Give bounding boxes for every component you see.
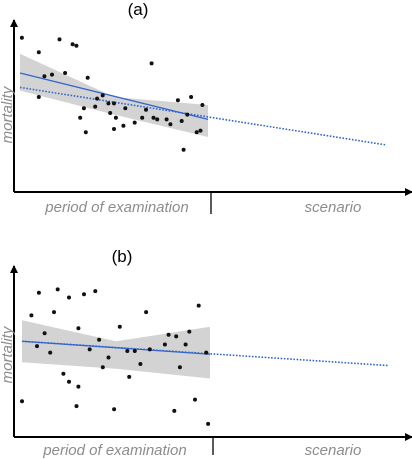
data-point-b bbox=[196, 303, 201, 308]
data-point-b bbox=[117, 324, 122, 329]
data-point-b bbox=[193, 397, 197, 402]
data-point-a bbox=[63, 71, 68, 75]
data-point-b bbox=[204, 350, 209, 355]
data-point-b bbox=[35, 344, 39, 349]
data-point-b bbox=[36, 290, 41, 295]
scenario-extrapolation-a bbox=[19, 86, 387, 146]
data-point-b bbox=[138, 362, 143, 366]
data-point-b bbox=[100, 365, 105, 370]
panel-label-a: (a) bbox=[128, 0, 149, 19]
data-point-b bbox=[172, 408, 177, 413]
data-point-b bbox=[20, 399, 24, 404]
data-point-a bbox=[112, 101, 116, 106]
data-point-b bbox=[55, 287, 60, 292]
data-point-a bbox=[194, 130, 199, 135]
data-point-a bbox=[83, 130, 88, 135]
data-point-b bbox=[67, 379, 71, 384]
panel-label-b: (b) bbox=[112, 247, 133, 266]
data-point-b bbox=[125, 349, 130, 353]
data-point-a bbox=[164, 117, 169, 122]
data-point-b bbox=[61, 371, 66, 376]
data-point-a bbox=[78, 115, 83, 120]
data-point-a bbox=[175, 98, 180, 103]
data-point-a bbox=[36, 50, 41, 55]
data-point-b bbox=[187, 329, 192, 334]
data-point-a bbox=[181, 147, 186, 152]
data-point-a bbox=[85, 75, 90, 80]
data-point-a bbox=[185, 112, 190, 117]
xlabel-examination-a: period of examination bbox=[44, 199, 188, 216]
data-point-b bbox=[166, 332, 171, 337]
data-point-b bbox=[76, 326, 81, 331]
data-point-b bbox=[48, 350, 53, 355]
data-point-a bbox=[123, 106, 128, 111]
data-point-b bbox=[127, 374, 132, 379]
data-point-a bbox=[100, 93, 105, 98]
data-point-a bbox=[189, 95, 194, 99]
data-point-b bbox=[147, 347, 152, 352]
data-point-a bbox=[168, 122, 173, 127]
data-point-b bbox=[97, 337, 102, 342]
data-point-a bbox=[50, 72, 54, 77]
data-point-b bbox=[93, 289, 98, 294]
data-point-b bbox=[42, 331, 47, 336]
data-point-a bbox=[112, 127, 116, 131]
data-point-a bbox=[113, 115, 118, 120]
data-point-a bbox=[108, 111, 113, 115]
data-point-a bbox=[36, 95, 41, 99]
data-point-b bbox=[74, 404, 79, 409]
xlabel-scenario-a: scenario bbox=[305, 199, 362, 216]
data-point-b bbox=[106, 355, 111, 360]
data-point-b bbox=[144, 310, 149, 315]
data-point-b bbox=[162, 342, 167, 347]
data-point-a bbox=[106, 101, 111, 106]
data-point-a bbox=[81, 106, 86, 111]
panel-a: (a) mortality period of examination scen… bbox=[0, 0, 412, 216]
data-point-b bbox=[174, 334, 179, 339]
confidence-band-b bbox=[22, 320, 210, 379]
data-point-a bbox=[132, 120, 137, 125]
data-point-b bbox=[67, 295, 71, 300]
data-point-a bbox=[155, 117, 160, 122]
xlabel-examination-b: period of examination bbox=[42, 442, 186, 459]
data-point-b bbox=[177, 365, 182, 370]
data-point-a bbox=[70, 42, 75, 47]
data-point-a bbox=[149, 61, 154, 66]
fit-line-b bbox=[21, 340, 211, 355]
data-point-b bbox=[29, 313, 34, 318]
data-point-a bbox=[151, 115, 156, 120]
data-point-a bbox=[179, 119, 184, 123]
data-point-a bbox=[57, 37, 62, 42]
data-point-a bbox=[121, 123, 126, 128]
data-point-b bbox=[52, 310, 56, 315]
xlabel-scenario-b: scenario bbox=[305, 442, 362, 459]
data-point-b bbox=[87, 347, 92, 352]
data-point-b bbox=[132, 349, 137, 353]
data-point-a bbox=[19, 35, 24, 40]
data-point-b bbox=[206, 421, 211, 426]
data-point-a bbox=[198, 128, 203, 133]
data-point-b bbox=[82, 292, 86, 297]
data-point-a bbox=[74, 43, 79, 48]
ylabel-a: mortality bbox=[0, 85, 16, 143]
data-point-a bbox=[95, 96, 100, 101]
data-point-b bbox=[183, 342, 188, 347]
ylabel-b: mortality bbox=[0, 325, 16, 383]
data-point-a bbox=[140, 115, 145, 120]
data-point-b bbox=[76, 384, 81, 389]
confidence-band-a bbox=[20, 53, 208, 137]
data-point-a bbox=[200, 103, 205, 107]
data-point-b bbox=[112, 407, 117, 412]
panel-b: (b) mortality period of examination scen… bbox=[0, 247, 412, 459]
data-point-a bbox=[42, 74, 47, 79]
data-point-a bbox=[93, 104, 98, 109]
data-point-a bbox=[144, 107, 148, 112]
fit-line-a bbox=[19, 72, 209, 121]
